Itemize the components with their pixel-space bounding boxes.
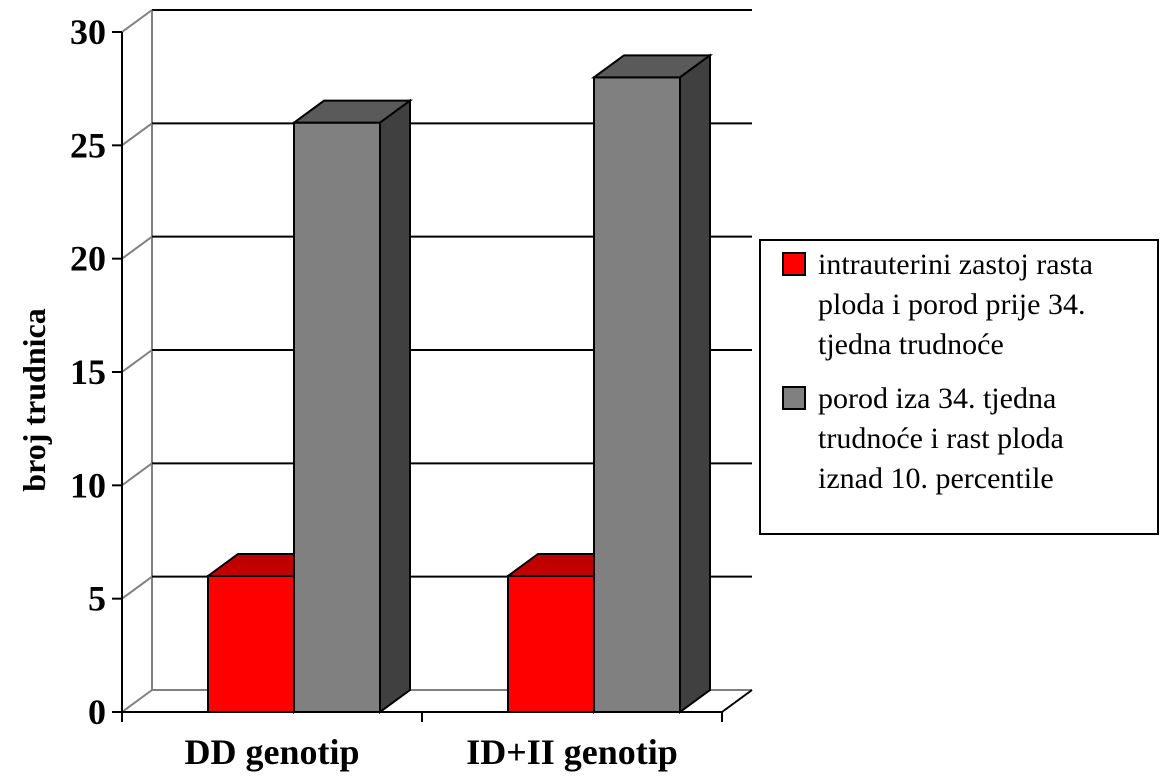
y-tick-label: 30 <box>70 12 106 52</box>
bar-front <box>507 575 595 713</box>
legend-label-line: ploda i porod prije 34. <box>818 288 1085 321</box>
floor-edge-left <box>121 689 153 713</box>
floor-edge-right <box>721 689 753 713</box>
legend-label-line: tjedna trudnoće <box>818 328 1004 361</box>
y-tick-label: 0 <box>88 692 106 732</box>
gridline-side <box>121 349 153 373</box>
y-tick-label: 5 <box>88 579 106 619</box>
gridline-side <box>121 235 153 260</box>
legend-item: porod iza 34. tjedna trudnoće i rast plod… <box>782 382 1064 495</box>
legend-label-line: intrauterini zastoj rasta <box>818 248 1093 281</box>
legend-label-line: iznad 10. percentile <box>818 462 1054 495</box>
legend: intrauterini zastoj rasta ploda i porod p… <box>759 239 1159 535</box>
y-tick-label: 10 <box>70 465 106 505</box>
gridline-side <box>121 575 153 600</box>
legend-box <box>759 239 1159 535</box>
gridline-side <box>121 9 153 33</box>
bar-side <box>679 53 711 714</box>
y-tick-label: 15 <box>70 352 106 392</box>
y-tick-label: 25 <box>70 125 106 165</box>
bars <box>204 53 714 714</box>
x-category-label: DD genotip <box>184 732 359 772</box>
y-tick-labels: 0 5 10 15 20 25 30 <box>70 12 106 732</box>
x-category-labels: DD genotip ID+II genotip <box>184 732 677 772</box>
x-category-label: ID+II genotip <box>466 732 678 772</box>
legend-swatch <box>782 252 806 276</box>
bar <box>590 53 714 714</box>
legend-swatch <box>782 386 806 410</box>
legend-label-line: trudnoće i rast ploda <box>818 422 1064 455</box>
y-axis-title: broj trudnica <box>16 308 52 491</box>
legend-label: intrauterini zastoj rasta ploda i porod p… <box>818 248 1093 361</box>
legend-item: intrauterini zastoj rasta ploda i porod p… <box>782 248 1093 361</box>
gridline-side <box>121 122 153 147</box>
y-tick-label: 20 <box>70 239 106 279</box>
bar-front <box>207 575 295 713</box>
bar-front <box>593 76 681 714</box>
bar <box>290 98 414 714</box>
legend-label: porod iza 34. tjedna trudnoće i rast plod… <box>818 382 1064 495</box>
bar-front <box>293 121 381 713</box>
bar-side <box>379 98 411 714</box>
gridline-side <box>121 462 153 487</box>
legend-label-line: porod iza 34. tjedna <box>818 382 1056 415</box>
